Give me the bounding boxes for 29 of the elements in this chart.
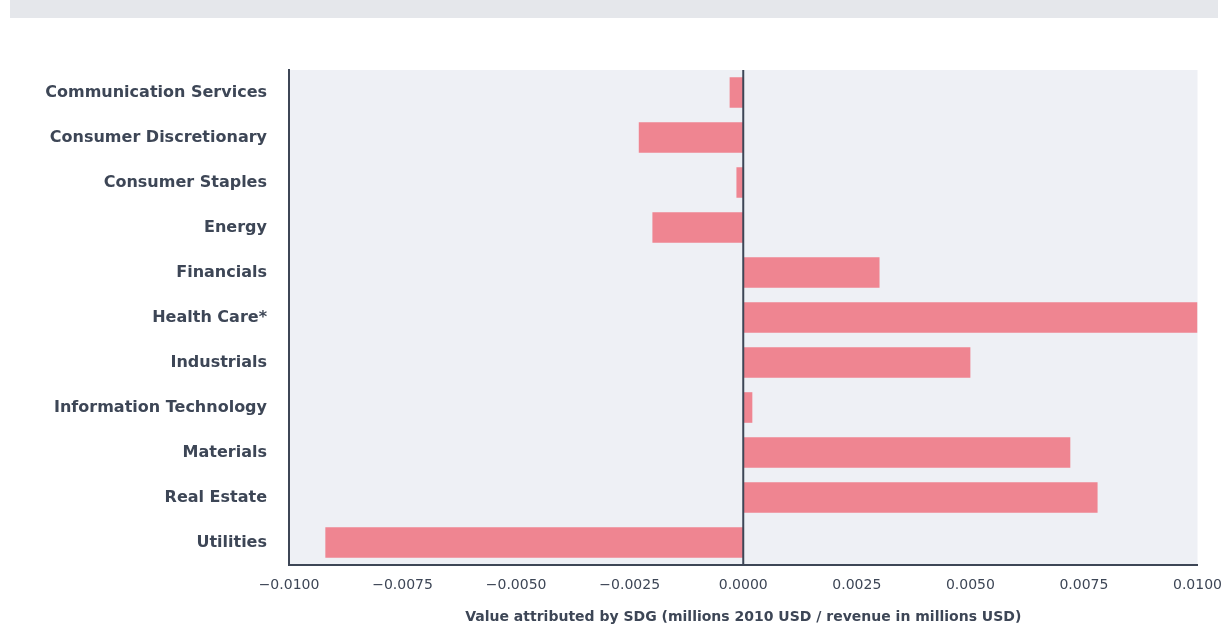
x-tick-label: 0.0075: [1059, 576, 1109, 593]
y-tick-label: Real Estate: [164, 486, 268, 506]
bar: [743, 302, 1198, 333]
bar: [743, 257, 880, 288]
y-tick-label: Communication Services: [45, 81, 267, 101]
y-tick-label: Information Technology: [54, 396, 268, 416]
y-tick-label: Utilities: [196, 531, 267, 551]
bar: [743, 482, 1098, 513]
y-tick-label: Energy: [204, 216, 268, 236]
y-tick-label: Consumer Staples: [103, 171, 267, 191]
y-tick-label: Materials: [182, 441, 267, 461]
bar: [743, 437, 1071, 468]
y-tick-label: Industrials: [170, 351, 267, 371]
y-tick-label: Consumer Discretionary: [49, 126, 268, 146]
x-tick-label: 0.0025: [832, 576, 882, 593]
bar: [743, 347, 971, 378]
x-tick-label: −0.0100: [258, 576, 320, 593]
bar: [325, 527, 744, 558]
x-tick-label: 0.0050: [945, 576, 995, 593]
bar: [638, 122, 744, 153]
y-tick-label: Health Care*: [152, 306, 268, 326]
x-tick-label: −0.0050: [485, 576, 547, 593]
y-tick-label: Financials: [176, 261, 267, 281]
x-axis-title: Value attributed by SDG (millions 2010 USD / revenue in millions USD): [465, 608, 1022, 625]
x-tick-label: −0.0075: [372, 576, 433, 593]
bar: [652, 212, 744, 243]
x-tick-label: 0.0100: [1173, 576, 1223, 593]
x-tick-label: −0.0025: [599, 576, 661, 593]
x-tick-label: 0.0000: [718, 576, 768, 593]
